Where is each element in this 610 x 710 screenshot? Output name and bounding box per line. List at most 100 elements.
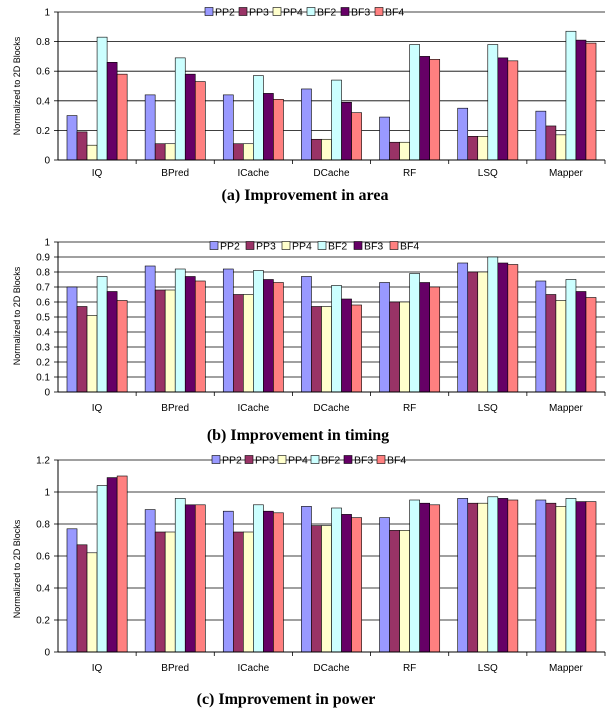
power-chart-legend-swatch-pp4 [277,455,287,464]
power-chart-bar-lsq-pp2 [457,498,469,653]
area-chart-y-ticks: 0 0.2 0.4 0.6 0.8 1 [36,8,50,167]
power-chart-bar-mapper-bf4 [585,501,597,653]
power-chart-bar-mapper-bf3 [575,501,587,653]
area-chart-legend-label-bf2: BF2 [317,7,336,19]
power-chart-bar-dcache-pp2 [301,506,312,653]
timing-chart-bar-iq-bf3 [106,291,118,393]
timing-chart-bar-lsq-pp3 [467,271,479,393]
power-chart-bar-rf-bf4 [429,504,441,653]
power-chart-legend-swatch-bf2 [310,455,320,464]
timing-chart-y-tick-label: 0.1 [36,373,50,384]
area-chart-bar-iq-pp3 [76,131,88,161]
area-chart-bar-iq-pp4 [86,144,98,161]
power-chart-bar-bpred-pp4 [164,531,176,653]
power-chart-y-tick-label: 0.4 [36,584,50,595]
power-chart-bar-mapper-pp3 [545,502,557,653]
area-chart-bar-dcache-pp4 [321,138,332,161]
timing-chart-bar-bpred-pp3 [154,289,166,393]
area-chart-caption: (a) Improvement in area [222,187,389,204]
timing-chart-legend-label-bf3: BF3 [364,241,383,253]
power-chart-x-tick-label-lsq: LSQ [478,663,498,674]
power-chart-legend-label-pp2: PP2 [222,455,242,467]
power-chart-legend-swatch-pp2 [211,455,221,464]
area-chart-y-tick-label: 0 [44,156,50,167]
power-chart-x-tick-label-dcache: DCache [313,663,350,674]
timing-chart-legend-label-pp3: PP3 [256,241,276,253]
area-chart-x-tick-label-bpred: BPred [161,168,189,179]
area-chart-bar-iq-bf2 [96,36,108,161]
area-chart-bar-mapper-bf4 [585,42,597,161]
timing-chart-y-tick-label: 0 [44,388,50,399]
area-chart-bar-mapper-pp3 [545,125,557,161]
power-chart-bar-icache-bf4 [273,512,284,653]
timing-chart-bar-icache-bf4 [273,282,284,393]
power-chart-bar-icache-pp2 [222,510,234,653]
area-chart-bar-bpred-pp4 [164,143,176,161]
timing-chart-bar-dcache-bf3 [341,298,352,393]
timing-chart-bar-mapper-pp2 [535,280,547,393]
timing-chart-caption: (b) Improvement in timing [207,427,389,444]
area-chart-legend-label-pp4: PP4 [283,7,303,19]
timing-chart-bar-dcache-pp3 [311,306,322,393]
power-chart-y-ticks: 0 0.2 0.4 0.6 0.8 1 1.2 [36,456,50,659]
area-chart-bar-lsq-pp3 [467,136,479,161]
area-chart-bar-icache-bf2 [253,75,264,161]
timing-chart-x-tick-label-mapper: Mapper [549,403,584,414]
timing-chart-bar-lsq-bf4 [507,264,519,393]
area-chart-bars [66,30,597,161]
timing-chart-bar-dcache-pp2 [301,276,312,393]
area-chart-bar-iq-pp2 [66,115,78,161]
power-chart-bars [66,475,597,653]
timing-chart-legend-label-pp2: PP2 [220,241,240,253]
area-chart-bar-iq-bf4 [116,73,128,161]
power-chart-bar-dcache-bf4 [351,517,362,653]
power-chart-bar-lsq-bf4 [507,499,519,653]
power-chart-bar-bpred-bf2 [174,498,186,653]
timing-chart-x-ticks: IQ BPred ICache DCache RF LSQ Mapper [92,403,584,414]
area-chart-x-tick-label-iq: IQ [92,168,103,179]
power-chart-bar-icache-bf2 [253,504,264,653]
area-chart-bar-iq-bf3 [106,62,118,161]
area-chart-x-ticks: IQ BPred ICache DCache RF LSQ Mapper [92,168,584,179]
timing-chart-bar-rf-bf4 [429,286,441,393]
power-chart-legend-label-bf3: BF3 [354,455,373,467]
area-chart-bar-dcache-bf3 [341,101,352,161]
timing-chart-x-tick-label-lsq: LSQ [478,403,498,414]
area-chart-bar-rf-pp4 [399,141,410,161]
power-chart-bar-mapper-bf2 [565,498,577,653]
timing-chart-y-tick-label: 0.6 [36,298,50,309]
timing-chart-bar-iq-pp2 [66,286,78,393]
timing-chart-bar-bpred-pp4 [164,289,176,393]
timing-chart-y-tick-label: 0.4 [36,328,50,339]
area-chart-x-tick-label-lsq: LSQ [478,168,498,179]
area-chart-x-tick-label-mapper: Mapper [549,168,584,179]
power-chart-bar-mapper-pp2 [535,499,547,653]
power-chart-bar-bpred-bf3 [184,504,196,653]
area-chart-bar-dcache-bf2 [331,79,342,161]
power-chart-y-tick-label: 0.6 [36,552,50,563]
area-chart-bar-bpred-bf2 [174,57,186,161]
area-chart-bar-rf-bf3 [419,56,431,161]
timing-chart-bar-mapper-bf3 [575,291,587,393]
power-chart-legend-swatch-bf4 [376,455,386,464]
timing-chart-legend-swatch-pp2 [209,241,219,250]
timing-chart-bar-dcache-pp4 [321,306,332,393]
power-chart-bar-icache-pp3 [233,531,244,653]
area-chart-legend: PP2 PP3 PP4 BF2 BF3 BF4 [204,7,404,19]
area-chart-y-tick-label: 1 [44,8,50,19]
power-chart-legend-swatch-pp3 [244,455,254,464]
area-chart-x-tick-label-dcache: DCache [313,168,350,179]
timing-chart-legend-label-bf4: BF4 [400,241,419,253]
timing-chart: Normalized to 2D Blocks 0 0.1 0.2 0.3 0.4 0.5… [12,238,606,444]
power-chart-y-tick-label: 0.2 [36,616,50,627]
area-chart-legend-label-bf3: BF3 [351,7,370,19]
timing-chart-bar-mapper-bf4 [585,297,597,393]
power-chart-legend-label-bf4: BF4 [387,455,406,467]
power-chart-bar-rf-bf3 [419,502,431,653]
power-chart-bar-iq-pp4 [86,552,98,653]
area-chart-bar-mapper-pp2 [535,110,547,161]
timing-chart-y-tick-label: 0.7 [36,283,50,294]
timing-chart-x-tick-label-icache: ICache [238,403,270,414]
area-chart-x-tick-label-icache: ICache [238,168,270,179]
power-chart-bar-rf-pp4 [399,530,410,653]
